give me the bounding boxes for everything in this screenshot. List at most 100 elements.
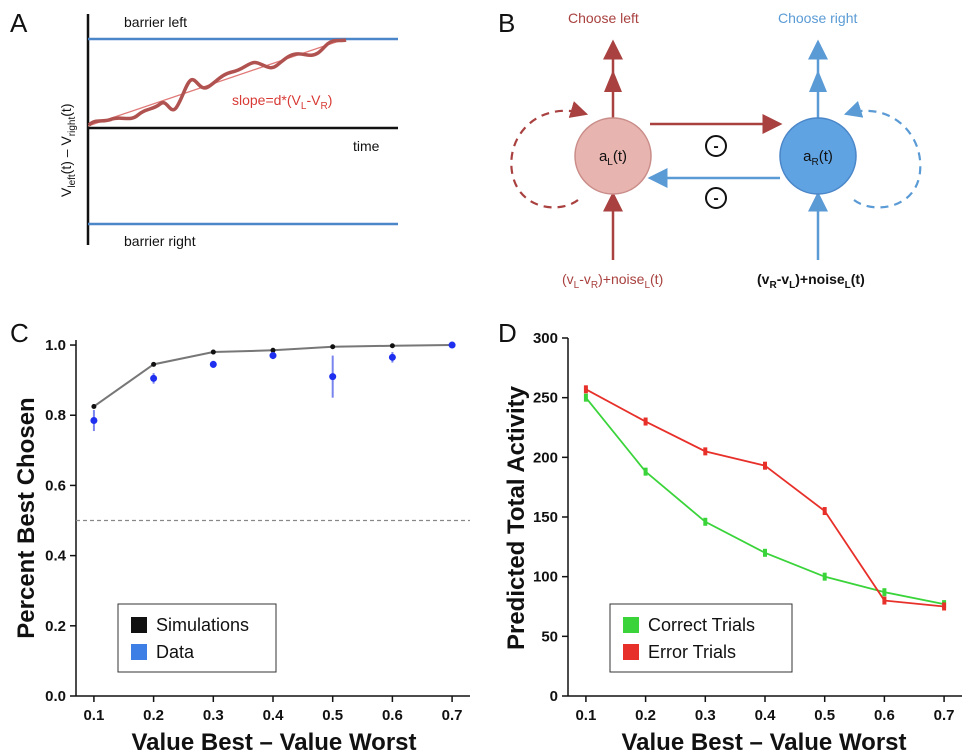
data-point	[209, 360, 217, 368]
chart-d-y-title: Predicted Total Activity	[503, 385, 530, 650]
data-point	[388, 353, 396, 361]
y-tick-label: 0.8	[45, 407, 66, 424]
y-tick-label: 0.6	[45, 477, 66, 494]
node-right	[779, 117, 857, 195]
correct-trials-point	[703, 517, 708, 526]
chart-d-legend: Correct Trials Error Trials	[609, 603, 793, 673]
legend-swatch-data	[131, 644, 147, 660]
legend-label-data: Data	[156, 642, 195, 662]
y-tick-label: 100	[533, 569, 558, 586]
x-tick-label: 0.2	[635, 707, 656, 724]
correct-trials-line	[585, 397, 945, 605]
simulation-point	[91, 403, 97, 409]
chart-d-marks	[583, 385, 947, 611]
time-label: time	[353, 138, 380, 154]
data-point	[329, 373, 337, 381]
chart-d-y-ticks: 0 50 100 150 200 250 300	[533, 330, 568, 705]
barrier-left-label: barrier left	[124, 14, 187, 30]
inhibit-top-sign: -	[713, 138, 718, 155]
node-right-label: aR(t)	[803, 148, 833, 168]
inhibit-bottom-badge	[705, 187, 727, 209]
simulation-point	[151, 361, 157, 367]
chart-d-x-title: Value Best – Value Worst	[621, 729, 906, 756]
y-tick-label: 1.0	[45, 337, 66, 354]
legend-swatch-correct	[623, 617, 639, 633]
legend-swatch-error	[623, 644, 639, 660]
panel-a: A barrier left barrier right time slope=…	[10, 8, 398, 249]
panel-a-y-label: Vleft(t) – Vright(t)	[58, 104, 78, 197]
chart-d-x-ticks: 0.1 0.2 0.3 0.4 0.5 0.6 0.7	[575, 696, 955, 724]
x-tick-label: 0.4	[263, 707, 285, 724]
y-tick-label: 250	[533, 390, 558, 407]
chart-c-marks	[90, 341, 456, 432]
error-trials-point	[583, 385, 588, 394]
chart-c-x-title: Value Best – Value Worst	[131, 729, 416, 756]
inhibit-top-badge	[705, 135, 727, 157]
node-left	[574, 117, 652, 195]
data-point	[90, 416, 98, 424]
x-tick-label: 0.7	[934, 707, 955, 724]
correct-trials-point	[643, 467, 648, 476]
legend-label-simulations: Simulations	[156, 615, 249, 635]
self-excitation-left	[510, 101, 589, 209]
x-tick-label: 0.1	[575, 707, 596, 724]
data-point	[448, 341, 456, 349]
x-tick-label: 0.3	[695, 707, 716, 724]
choose-left-label: Choose left	[568, 10, 639, 26]
x-tick-label: 0.3	[203, 707, 224, 724]
legend-label-error: Error Trials	[648, 642, 736, 662]
panel-b-label: B	[498, 8, 515, 38]
legend-label-correct: Correct Trials	[648, 615, 755, 635]
x-tick-label: 0.6	[874, 707, 895, 724]
panel-a-label: A	[10, 8, 28, 38]
y-tick-label: 150	[533, 509, 558, 526]
legend-swatch-simulations	[131, 617, 147, 633]
output-left-triangle	[604, 70, 622, 92]
input-left-label: (vL-vR)+noiseL(t)	[562, 271, 663, 291]
simulation-point	[270, 347, 276, 353]
panel-c-label: C	[10, 318, 29, 348]
correct-trials-point	[882, 588, 887, 597]
x-tick-label: 0.5	[814, 707, 835, 724]
choose-right-label: Choose right	[778, 10, 857, 26]
y-tick-label: 0	[550, 688, 558, 705]
error-trials-point	[822, 507, 827, 516]
simulation-point	[330, 344, 336, 350]
legend-box	[609, 603, 793, 673]
chart-c-x-ticks: 0.1 0.2 0.3 0.4 0.5 0.6 0.7	[83, 696, 463, 724]
decision-trace	[87, 38, 347, 127]
node-left-label: aL(t)	[599, 148, 627, 168]
inhibit-bottom-sign: -	[713, 190, 718, 207]
x-tick-label: 0.5	[322, 707, 343, 724]
error-trials-point	[763, 461, 767, 470]
barrier-right-label: barrier right	[124, 233, 196, 249]
data-point	[269, 352, 277, 360]
x-tick-label: 0.6	[382, 707, 403, 724]
chart-c-y-ticks: 0.0 0.2 0.4 0.6 0.8 1.0	[45, 337, 76, 705]
panel-d-label: D	[498, 318, 517, 348]
self-excitation-right	[843, 100, 922, 209]
input-right-label: (vR-vL)+noiseL(t)	[757, 271, 865, 291]
x-tick-label: 0.2	[143, 707, 164, 724]
y-tick-label: 0.0	[45, 688, 66, 705]
error-trials-point	[942, 602, 947, 611]
error-trials-point	[703, 447, 708, 456]
data-point	[150, 374, 158, 382]
error-trials-point	[882, 596, 887, 605]
simulation-point	[389, 343, 395, 349]
error-trials-point	[643, 417, 648, 426]
correct-trials-point	[822, 572, 827, 581]
error-trials-line	[585, 388, 945, 608]
y-tick-label: 50	[541, 628, 558, 645]
simulation-point	[210, 349, 216, 355]
y-tick-label: 0.4	[45, 548, 67, 565]
y-tick-label: 0.2	[45, 618, 66, 635]
chart-c-legend: Simulations Data	[117, 603, 277, 673]
x-tick-label: 0.7	[442, 707, 463, 724]
correct-trials-point	[763, 548, 767, 557]
y-tick-label: 200	[533, 449, 558, 466]
panel-c: C 0.00.20.40.60.81.0 0.1 0.2 0.3 0.4 0.5 0.6 0…	[10, 318, 470, 756]
y-tick-label: 300	[533, 330, 558, 347]
